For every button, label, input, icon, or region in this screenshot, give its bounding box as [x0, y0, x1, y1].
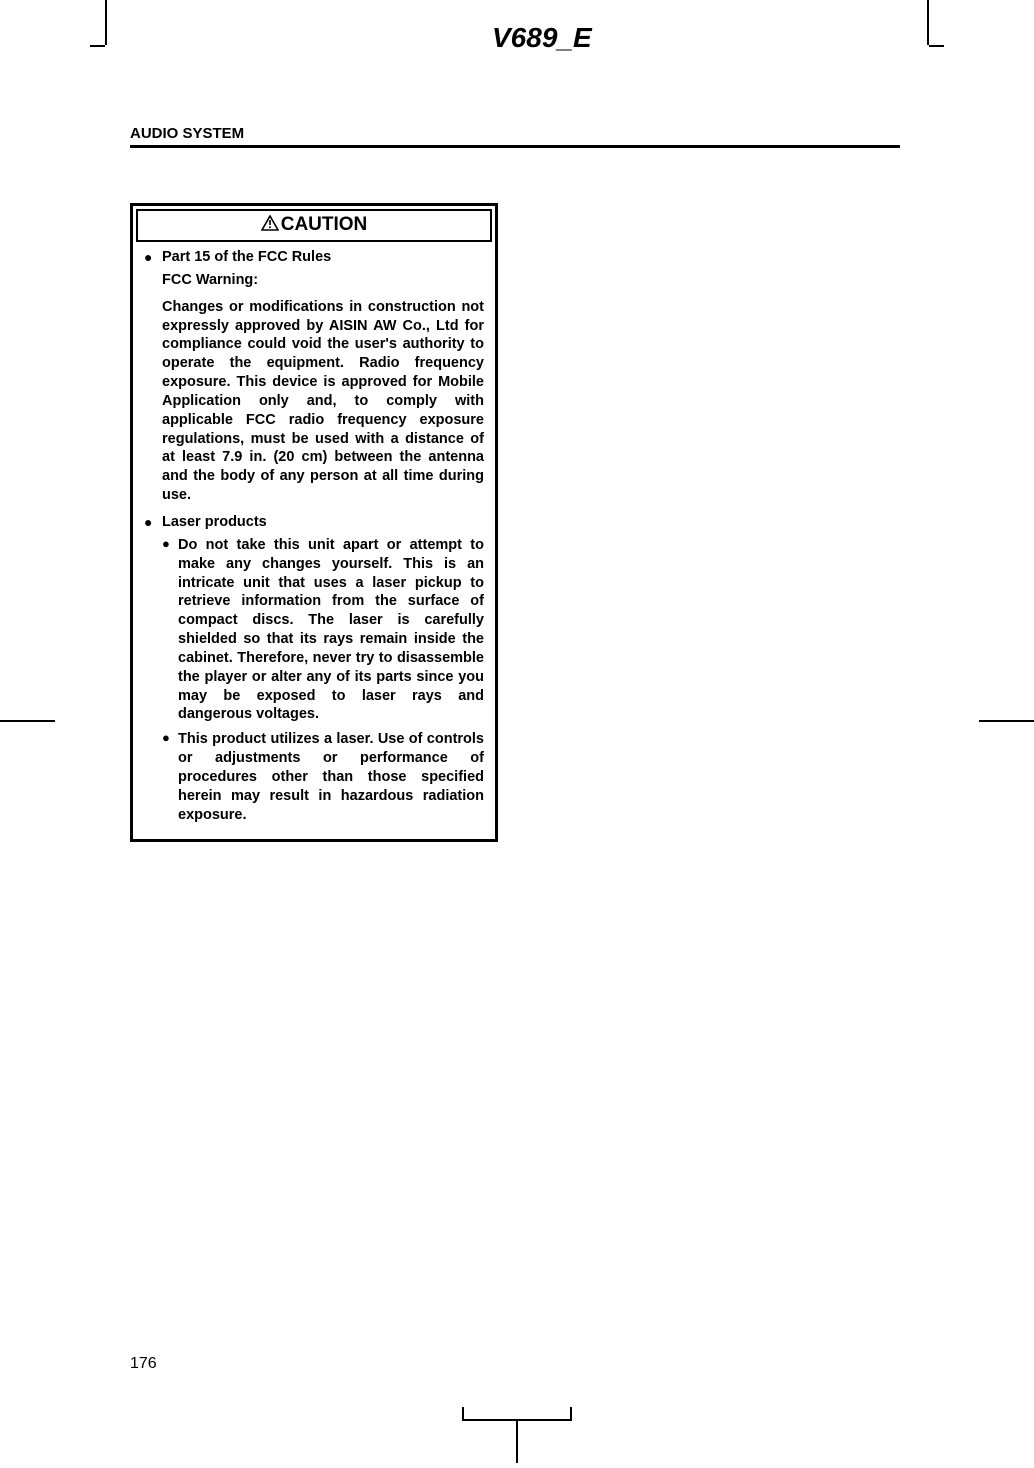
bullet-item: ● Part 15 of the FCC Rules	[144, 248, 484, 267]
bullet-heading: Laser products	[162, 513, 484, 532]
warning-icon	[261, 215, 279, 237]
disc-bullet-icon: ●	[144, 248, 162, 267]
header-code: V689_E	[492, 22, 592, 54]
disc-bullet-icon: ●	[162, 730, 178, 824]
crop-mark	[570, 1407, 572, 1421]
caution-title-row: CAUTION	[136, 209, 492, 242]
sub-item: ● This product utilizes a laser. Use of …	[162, 730, 484, 824]
disc-bullet-icon: ●	[144, 513, 162, 532]
section-title: AUDIO SYSTEM	[130, 125, 900, 148]
crop-mark	[90, 45, 105, 47]
crop-mark	[516, 1421, 518, 1463]
sub-item: ● Do not take this unit apart or attempt…	[162, 536, 484, 724]
caution-title-text: CAUTION	[281, 214, 368, 235]
fcc-warning-label: FCC Warning:	[162, 271, 484, 290]
fcc-warning-paragraph: Changes or modifications in construction…	[162, 298, 484, 505]
crop-mark	[929, 45, 944, 47]
crop-mark	[0, 720, 55, 722]
crop-mark	[979, 720, 1034, 722]
bullet-item: ● Laser products	[144, 513, 484, 532]
crop-mark	[462, 1419, 572, 1421]
bullet-heading: Part 15 of the FCC Rules	[162, 248, 484, 267]
page-number: 176	[130, 1355, 157, 1373]
crop-mark	[462, 1407, 464, 1421]
crop-mark	[927, 0, 929, 45]
sub-item-text: This product utilizes a laser. Use of co…	[178, 730, 484, 824]
sub-item-text: Do not take this unit apart or attempt t…	[178, 536, 484, 724]
crop-mark	[105, 0, 107, 45]
sub-list: ● Do not take this unit apart or attempt…	[162, 536, 484, 825]
caution-body: ● Part 15 of the FCC Rules FCC Warning: …	[136, 248, 492, 836]
caution-box: CAUTION ● Part 15 of the FCC Rules FCC W…	[130, 203, 498, 842]
content-area: AUDIO SYSTEM CAUTION ● Part 15 of the FC…	[130, 125, 900, 842]
disc-bullet-icon: ●	[162, 536, 178, 724]
